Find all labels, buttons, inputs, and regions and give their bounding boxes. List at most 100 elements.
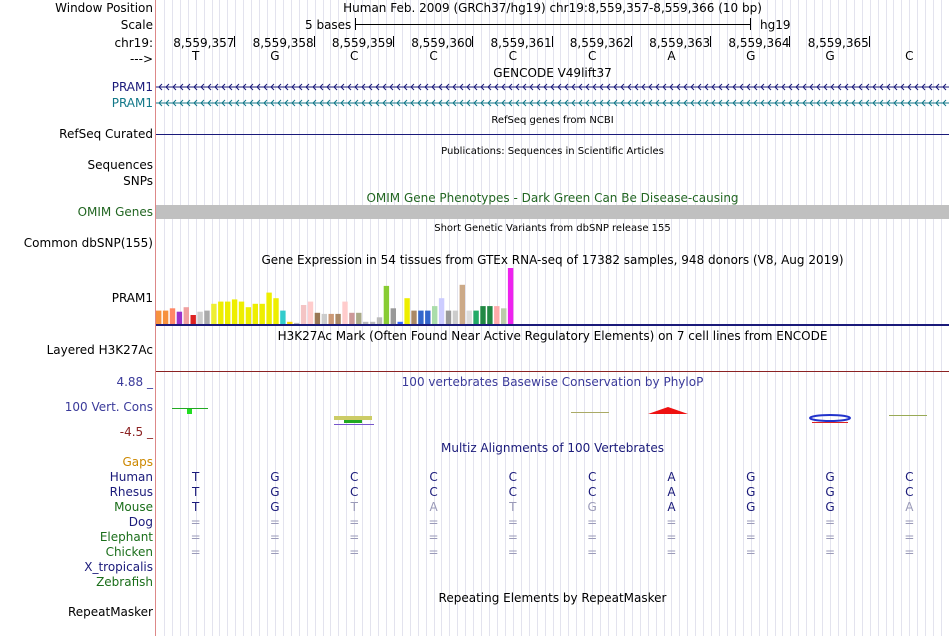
sequences-label[interactable]: Sequences — [87, 158, 153, 172]
gtex-bar[interactable] — [501, 308, 507, 324]
alignment-base: = — [587, 530, 598, 544]
coordinate-label: 8,559,357 — [173, 36, 235, 50]
gtex-bar[interactable] — [397, 321, 403, 324]
species-label[interactable]: Zebrafish — [96, 575, 153, 589]
base-letter: G — [825, 49, 835, 63]
gtex-bar[interactable] — [432, 306, 438, 324]
gene-feature-1[interactable] — [156, 83, 949, 91]
gtex-bar[interactable] — [349, 312, 355, 324]
species-label[interactable]: X_tropicalis — [84, 560, 153, 574]
alignment-base: = — [269, 515, 280, 529]
gtex-bar[interactable] — [280, 310, 286, 324]
strand-arrow — [347, 83, 352, 91]
strand-arrow — [403, 99, 408, 107]
dbsnp-label[interactable]: Common dbSNP(155) — [23, 236, 153, 250]
gene-feature-2[interactable] — [156, 99, 949, 107]
gtex-bar[interactable] — [425, 310, 431, 324]
gtex-bar[interactable] — [183, 307, 189, 324]
gtex-label[interactable]: PRAM1 — [111, 291, 153, 305]
label-divider[interactable] — [155, 0, 156, 636]
gtex-bar[interactable] — [438, 298, 445, 324]
coordinate-label: 8,559,362 — [569, 36, 631, 50]
gtex-bar[interactable] — [473, 310, 479, 324]
gtex-bar[interactable] — [307, 301, 314, 324]
gencode-track-label-2[interactable]: PRAM1 — [111, 96, 153, 110]
gtex-bar[interactable] — [466, 310, 472, 324]
gtex-bar[interactable] — [369, 321, 376, 324]
gtex-bar[interactable] — [411, 310, 417, 324]
gtex-bar[interactable] — [190, 315, 196, 324]
gtex-bar[interactable] — [231, 299, 238, 324]
phylop-logo-track[interactable] — [156, 398, 949, 432]
gtex-bar[interactable] — [266, 292, 272, 324]
gtex-bar[interactable] — [162, 310, 169, 324]
alignment-base: G — [270, 500, 280, 514]
gtex-bar[interactable] — [300, 305, 307, 324]
gtex-bar[interactable] — [494, 306, 500, 324]
gtex-bar[interactable] — [156, 310, 162, 324]
gtex-bar[interactable] — [480, 306, 486, 324]
gtex-bar[interactable] — [390, 308, 396, 324]
repeatmasker-label[interactable]: RepeatMasker — [67, 605, 153, 619]
gtex-bar-chart[interactable] — [156, 268, 949, 327]
gtex-bar[interactable] — [225, 301, 231, 324]
gencode-track-label-1[interactable]: PRAM1 — [111, 80, 153, 94]
gtex-bar[interactable] — [321, 313, 327, 324]
alignment-base: = — [349, 530, 360, 544]
h3k27ac-label[interactable]: Layered H3K27Ac — [46, 343, 153, 357]
strand-arrow — [361, 83, 366, 91]
gtex-bar[interactable] — [404, 298, 410, 324]
gtex-bar[interactable] — [259, 303, 265, 324]
gtex-bar[interactable] — [507, 268, 514, 324]
gtex-bar[interactable] — [197, 311, 203, 324]
alignment-base: = — [904, 545, 915, 559]
gtex-bar[interactable] — [204, 310, 210, 324]
gtex-bar[interactable] — [356, 312, 362, 324]
gtex-bar[interactable] — [383, 285, 390, 324]
gtex-bar[interactable] — [376, 317, 383, 324]
strand-arrow — [760, 83, 765, 91]
gtex-bar[interactable] — [252, 303, 258, 324]
gtex-bar[interactable] — [273, 298, 279, 324]
gtex-bar[interactable] — [452, 310, 459, 324]
species-label[interactable]: Mouse — [114, 500, 153, 514]
refseq-label[interactable]: RefSeq Curated — [59, 127, 153, 141]
gtex-bar[interactable] — [211, 303, 217, 324]
gtex-bar[interactable] — [363, 321, 369, 324]
strand-arrow — [872, 99, 877, 107]
gtex-bar[interactable] — [487, 306, 493, 324]
phylop-label[interactable]: 100 Vert. Cons — [64, 400, 153, 414]
alignment-base: G — [825, 485, 835, 499]
gtex-bar[interactable] — [335, 313, 341, 324]
strand-arrow — [767, 83, 772, 91]
gtex-bar[interactable] — [287, 321, 293, 324]
refseq-gene-line[interactable] — [156, 134, 949, 135]
species-label[interactable]: Chicken — [105, 545, 153, 559]
gtex-bar[interactable] — [459, 284, 465, 324]
gtex-bar[interactable] — [218, 301, 224, 324]
gaps-label[interactable]: Gaps — [122, 455, 153, 469]
gtex-bar[interactable] — [418, 310, 424, 324]
species-label[interactable]: Rhesus — [109, 485, 153, 499]
gtex-bar[interactable] — [169, 308, 176, 324]
strand-arrow — [648, 83, 653, 91]
strand-arrow — [361, 99, 366, 107]
gtex-bar[interactable] — [238, 301, 245, 324]
omim-gene-bar[interactable] — [156, 205, 949, 219]
gtex-bar[interactable] — [314, 312, 321, 324]
gencode-gene-features[interactable] — [156, 80, 949, 112]
species-label[interactable]: Dog — [128, 515, 153, 529]
omim-label[interactable]: OMIM Genes — [77, 205, 153, 219]
strand-arrow — [900, 99, 905, 107]
gtex-bar[interactable] — [445, 310, 452, 324]
gtex-bar[interactable] — [245, 307, 252, 324]
gtex-bar[interactable] — [294, 322, 300, 324]
snps-label[interactable]: SNPs — [123, 174, 153, 188]
gtex-bar[interactable] — [176, 311, 183, 324]
species-label[interactable]: Elephant — [99, 530, 153, 544]
species-label[interactable]: Human — [109, 470, 153, 484]
gtex-bar[interactable] — [342, 301, 348, 324]
gtex-bar[interactable] — [328, 313, 334, 324]
strand-arrow — [438, 83, 443, 91]
